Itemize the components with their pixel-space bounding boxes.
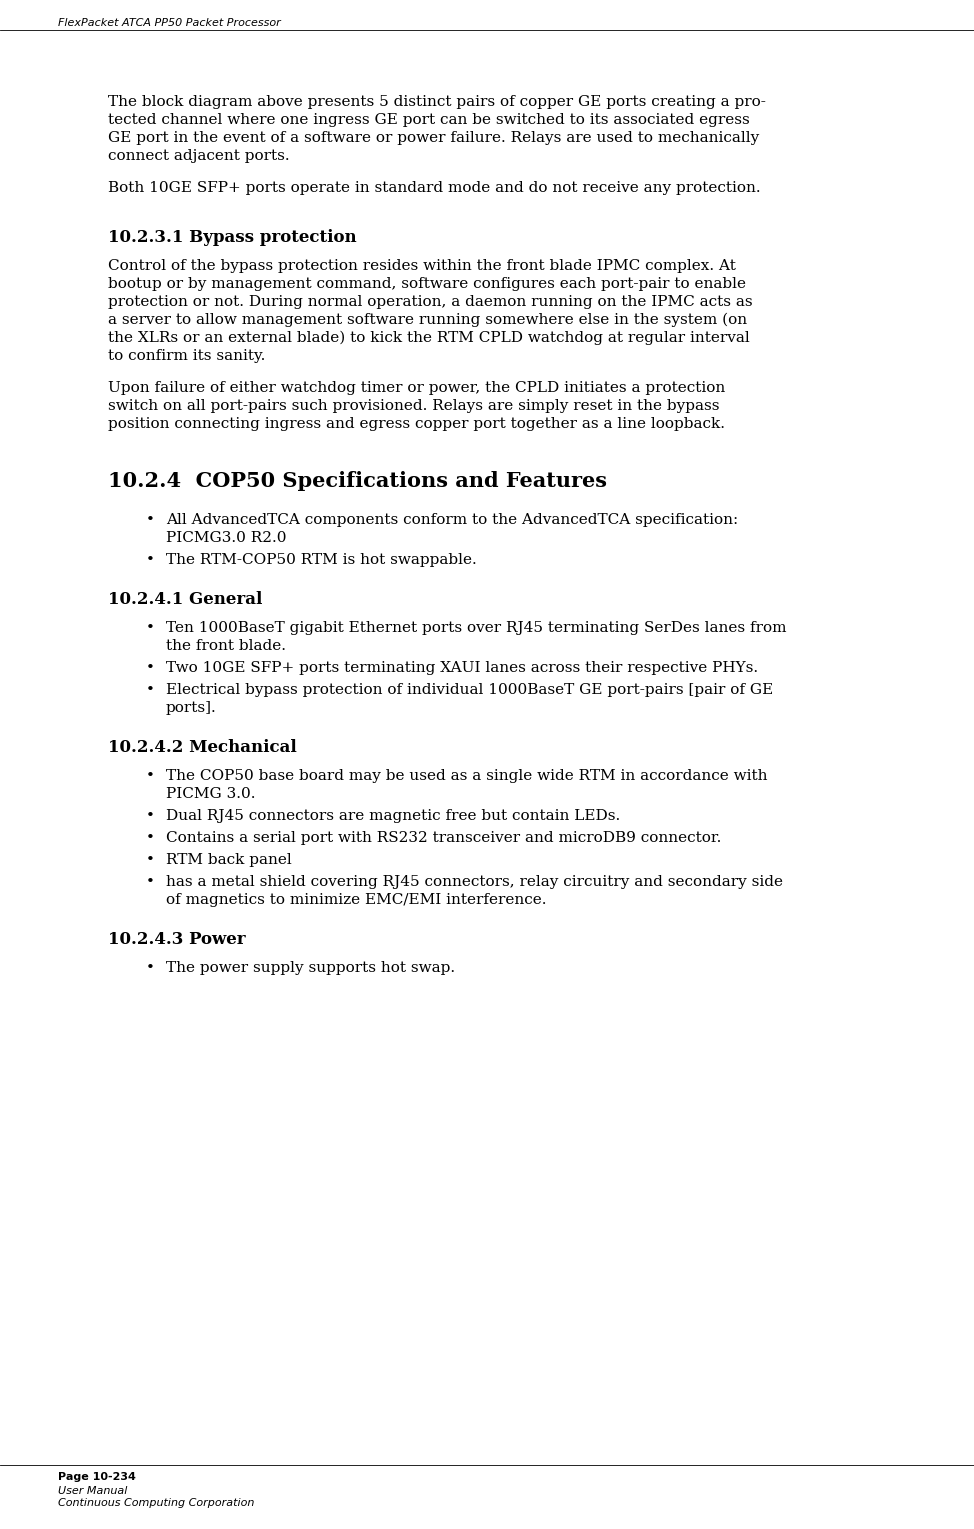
Text: RTM back panel: RTM back panel [166,853,292,867]
Text: •: • [146,962,155,976]
Text: 10.2.4.2 Mechanical: 10.2.4.2 Mechanical [108,739,297,755]
Text: •: • [146,621,155,635]
Text: Ten 1000BaseT gigabit Ethernet ports over RJ45 terminating SerDes lanes from: Ten 1000BaseT gigabit Ethernet ports ove… [166,621,786,635]
Text: 10.2.4  COP50 Specifications and Features: 10.2.4 COP50 Specifications and Features [108,471,607,491]
Text: •: • [146,769,155,783]
Text: Electrical bypass protection of individual 1000BaseT GE port-pairs [pair of GE: Electrical bypass protection of individu… [166,683,773,697]
Text: •: • [146,514,155,528]
Text: User Manual: User Manual [58,1486,128,1495]
Text: Page 10-234: Page 10-234 [58,1472,136,1482]
Text: •: • [146,830,155,846]
Text: protection or not. During normal operation, a daemon running on the IPMC acts as: protection or not. During normal operati… [108,295,753,309]
Text: •: • [146,875,155,888]
Text: Contains a serial port with RS232 transceiver and microDB9 connector.: Contains a serial port with RS232 transc… [166,830,722,846]
Text: The power supply supports hot swap.: The power supply supports hot swap. [166,962,455,976]
Text: Both 10GE SFP+ ports operate in standard mode and do not receive any protection.: Both 10GE SFP+ ports operate in standard… [108,180,761,196]
Text: The COP50 base board may be used as a single wide RTM in accordance with: The COP50 base board may be used as a si… [166,769,768,783]
Text: Control of the bypass protection resides within the front blade IPMC complex. At: Control of the bypass protection resides… [108,258,736,274]
Text: ports].: ports]. [166,700,217,716]
Text: bootup or by management command, software configures each port-pair to enable: bootup or by management command, softwar… [108,277,746,291]
Text: 10.2.3.1 Bypass protection: 10.2.3.1 Bypass protection [108,229,356,246]
Text: a server to allow management software running somewhere else in the system (on: a server to allow management software ru… [108,313,747,327]
Text: the XLRs or an external blade) to kick the RTM CPLD watchdog at regular interval: the XLRs or an external blade) to kick t… [108,330,750,346]
Text: GE port in the event of a software or power failure. Relays are used to mechanic: GE port in the event of a software or po… [108,131,760,145]
Text: •: • [146,853,155,867]
Text: 10.2.4.1 General: 10.2.4.1 General [108,592,262,609]
Text: The RTM-COP50 RTM is hot swappable.: The RTM-COP50 RTM is hot swappable. [166,553,476,567]
Text: Continuous Computing Corporation: Continuous Computing Corporation [58,1498,254,1508]
Text: the front blade.: the front blade. [166,639,286,653]
Text: tected channel where one ingress GE port can be switched to its associated egres: tected channel where one ingress GE port… [108,113,750,127]
Text: position connecting ingress and egress copper port together as a line loopback.: position connecting ingress and egress c… [108,417,725,431]
Text: connect adjacent ports.: connect adjacent ports. [108,148,289,164]
Text: switch on all port-pairs such provisioned. Relays are simply reset in the bypass: switch on all port-pairs such provisione… [108,399,720,413]
Text: •: • [146,553,155,567]
Text: FlexPacket ATCA PP50 Packet Processor: FlexPacket ATCA PP50 Packet Processor [58,18,281,28]
Text: The block diagram above presents 5 distinct pairs of copper GE ports creating a : The block diagram above presents 5 disti… [108,95,766,109]
Text: Dual RJ45 connectors are magnetic free but contain LEDs.: Dual RJ45 connectors are magnetic free b… [166,809,620,823]
Text: 10.2.4.3 Power: 10.2.4.3 Power [108,931,245,948]
Text: •: • [146,661,155,674]
Text: to confirm its sanity.: to confirm its sanity. [108,349,265,362]
Text: Two 10GE SFP+ ports terminating XAUI lanes across their respective PHYs.: Two 10GE SFP+ ports terminating XAUI lan… [166,661,758,674]
Text: PICMG3.0 R2.0: PICMG3.0 R2.0 [166,531,286,544]
Text: All AdvancedTCA components conform to the AdvancedTCA specification:: All AdvancedTCA components conform to th… [166,514,738,528]
Text: of magnetics to minimize EMC/EMI interference.: of magnetics to minimize EMC/EMI interfe… [166,893,546,907]
Text: •: • [146,809,155,823]
Text: •: • [146,683,155,697]
Text: Upon failure of either watchdog timer or power, the CPLD initiates a protection: Upon failure of either watchdog timer or… [108,381,726,394]
Text: has a metal shield covering RJ45 connectors, relay circuitry and secondary side: has a metal shield covering RJ45 connect… [166,875,783,888]
Text: PICMG 3.0.: PICMG 3.0. [166,787,255,801]
